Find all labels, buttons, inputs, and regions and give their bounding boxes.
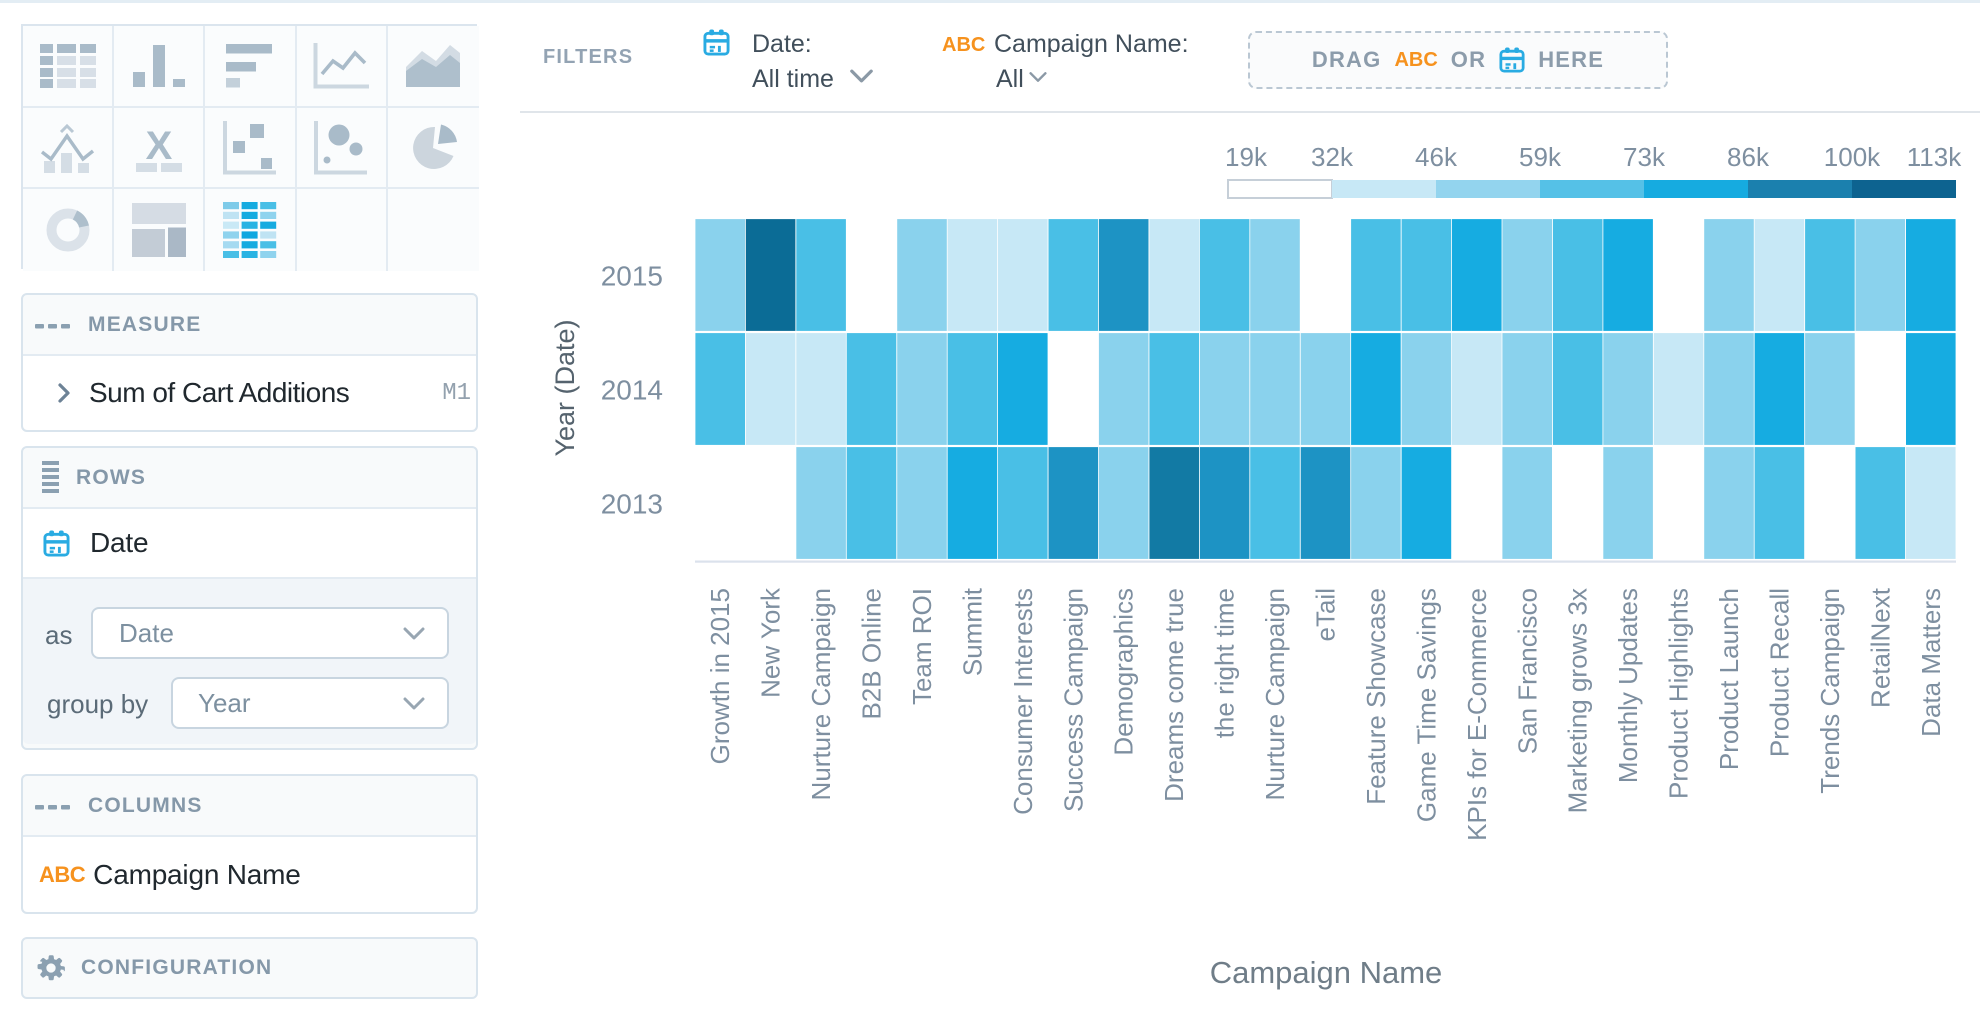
svg-text:46k: 46k	[1415, 142, 1458, 172]
svg-text:KPIs for E-Commerce: KPIs for E-Commerce	[1462, 588, 1492, 841]
svg-text:73k: 73k	[1623, 142, 1666, 172]
svg-text:Feature Showcase: Feature Showcase	[1361, 588, 1391, 805]
svg-text:59k: 59k	[1519, 142, 1562, 172]
svg-text:Demographics: Demographics	[1109, 588, 1139, 756]
svg-text:Trends Campaign: Trends Campaign	[1815, 588, 1845, 794]
svg-text:Year (Date): Year (Date)	[550, 319, 580, 456]
svg-text:2014: 2014	[601, 375, 663, 406]
svg-text:19k: 19k	[1225, 142, 1268, 172]
svg-text:Campaign Name: Campaign Name	[1210, 955, 1443, 990]
svg-text:Summit: Summit	[957, 587, 987, 676]
svg-text:Game Time Savings: Game Time Savings	[1411, 588, 1441, 822]
svg-text:32k: 32k	[1311, 142, 1354, 172]
svg-text:X: X	[145, 124, 172, 168]
svg-text:Team ROI: Team ROI	[907, 588, 937, 705]
svg-text:113k: 113k	[1907, 142, 1962, 172]
svg-text:2015: 2015	[601, 261, 663, 292]
svg-text:Product Highlights: Product Highlights	[1664, 588, 1694, 799]
svg-text:eTail: eTail	[1311, 588, 1341, 641]
svg-text:86k: 86k	[1727, 142, 1770, 172]
svg-text:RetailNext: RetailNext	[1865, 587, 1895, 708]
svg-text:Growth in 2015: Growth in 2015	[705, 588, 735, 764]
svg-text:B2B Online: B2B Online	[857, 588, 887, 720]
svg-text:Product Launch: Product Launch	[1714, 588, 1744, 770]
svg-text:San Francisco: San Francisco	[1512, 588, 1542, 754]
svg-text:New York: New York	[756, 587, 786, 698]
svg-text:100k: 100k	[1824, 142, 1881, 172]
svg-text:Nurture Campaign: Nurture Campaign	[1260, 588, 1290, 800]
svg-text:Product Recall: Product Recall	[1765, 588, 1795, 757]
svg-text:Nurture Campaign: Nurture Campaign	[806, 588, 836, 800]
svg-text:Monthly Updates: Monthly Updates	[1613, 588, 1643, 783]
svg-text:Data Matters: Data Matters	[1916, 588, 1946, 737]
svg-text:the right time: the right time	[1210, 588, 1240, 738]
svg-text:Consumer Interests: Consumer Interests	[1008, 588, 1038, 815]
svg-text:Success Campaign: Success Campaign	[1058, 588, 1088, 812]
svg-text:Marketing grows 3x: Marketing grows 3x	[1563, 588, 1593, 813]
svg-text:Dreams come true: Dreams come true	[1159, 588, 1189, 802]
svg-text:2013: 2013	[601, 489, 663, 520]
